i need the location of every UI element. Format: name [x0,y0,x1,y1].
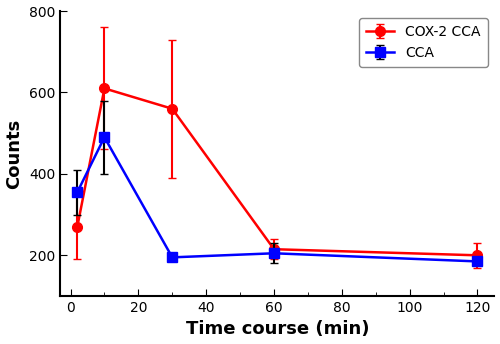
Legend: COX-2 CCA, CCA: COX-2 CCA, CCA [359,18,488,67]
X-axis label: Time course (min): Time course (min) [186,321,369,338]
Y-axis label: Counts: Counts [6,118,24,189]
